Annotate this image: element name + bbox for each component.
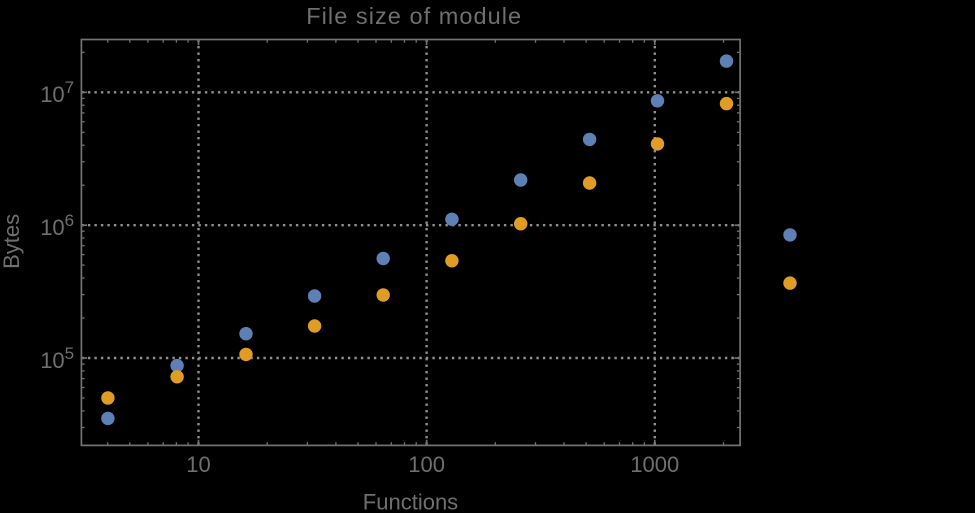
svg-text:10: 10 — [186, 452, 210, 477]
svg-text:Bytes: Bytes — [0, 214, 24, 269]
svg-text:100: 100 — [408, 452, 445, 477]
svg-text:File size of module: File size of module — [306, 3, 522, 29]
svg-text:1000: 1000 — [630, 452, 679, 477]
svg-text:Functions: Functions — [363, 489, 458, 513]
